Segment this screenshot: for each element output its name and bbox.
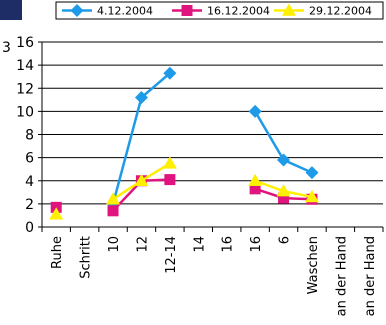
y-tick-label: 12 (16, 81, 34, 97)
y-tick-label: 0 (25, 220, 34, 236)
data-point (164, 174, 176, 186)
grid (42, 41, 383, 205)
data-point (134, 91, 148, 104)
y-tick-label: 8 (25, 128, 34, 144)
data-point (278, 192, 290, 204)
data-point (276, 184, 291, 197)
legend-swatch-marker (282, 3, 296, 16)
legend-swatch-marker (181, 5, 193, 16)
data-point (304, 189, 319, 203)
x-tick-label: Ruhe (50, 236, 65, 269)
legend-swatch-marker (70, 4, 84, 17)
x-tick-label: an der Hand (363, 236, 378, 316)
x-tick-label: 16 (249, 236, 264, 253)
data-point (162, 156, 177, 169)
y-tick-label: 6 (25, 151, 34, 167)
top-left-badge (0, 0, 22, 20)
legend-label: 29.12.2004 (309, 5, 372, 18)
data-point (248, 104, 262, 118)
series-4.12.2004 (106, 66, 319, 211)
x-tick-label: 6 (278, 236, 293, 244)
data-point (277, 153, 291, 167)
legend-label: 4.12.2004 (97, 5, 153, 18)
axes (38, 41, 384, 232)
y-tick-label: 2 (25, 197, 34, 213)
legend-box (55, 1, 384, 20)
data-point (134, 173, 149, 186)
x-axis-ticks: Ruhe Schritt 10 12 12-14 14 16 16 6 Waschen an der… (50, 236, 378, 316)
data-point (248, 173, 263, 186)
series-layer (49, 66, 319, 220)
data-point (249, 183, 261, 195)
y-tick-label: 14 (16, 58, 34, 74)
x-tick-label: Waschen (306, 236, 321, 294)
x-tick-label: 12-14 (164, 236, 179, 274)
series-29.12.2004 (49, 156, 319, 220)
legend-label: 16.12.2004 (207, 5, 270, 18)
x-tick-label: 16 (221, 236, 236, 253)
data-point (106, 192, 121, 205)
y-tick-label: 10 (16, 104, 34, 120)
x-tick-label: Schritt (79, 236, 94, 279)
x-tick-label: an der Hand (334, 236, 349, 316)
page-fragment-label: 3 (2, 40, 11, 56)
data-point (305, 166, 319, 180)
y-tick-label: 16 (16, 35, 34, 51)
data-point (49, 207, 64, 220)
x-tick-label: 10 (107, 236, 122, 253)
x-tick-label: 12 (135, 236, 150, 253)
y-axis-ticks: 0 2 4 6 8 10 12 14 16 (16, 35, 34, 236)
x-tick-label: 14 (192, 236, 207, 253)
legend: 4.12.2004 16.12.2004 29.12.2004 (55, 1, 384, 20)
data-point (163, 66, 177, 80)
data-point (107, 205, 119, 217)
y-tick-label: 4 (25, 174, 34, 190)
